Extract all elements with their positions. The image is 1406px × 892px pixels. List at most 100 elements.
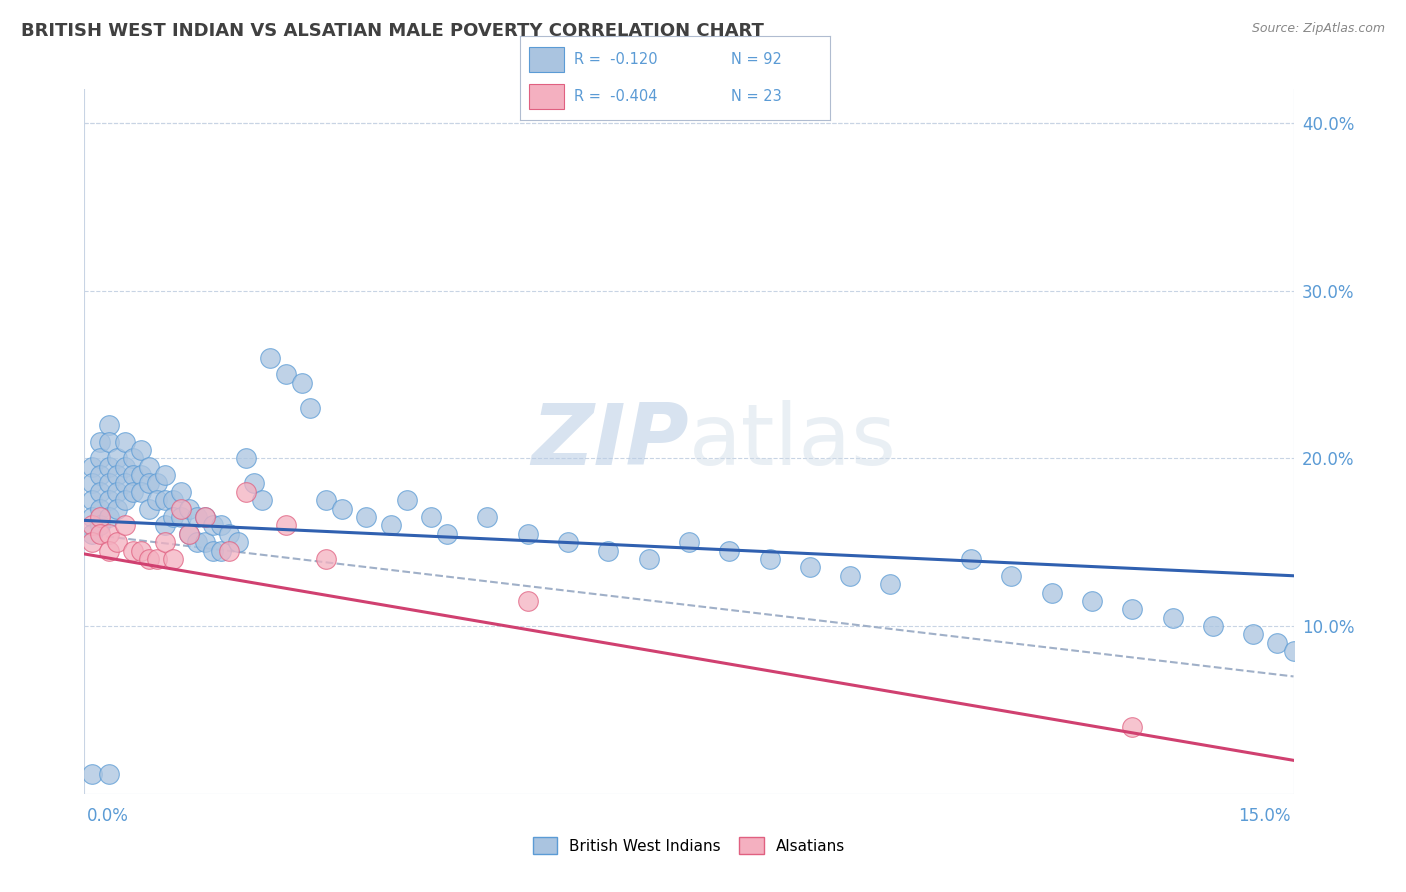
Point (235, 451, 257, 466)
Point (89, 526, 111, 541)
Point (114, 493, 136, 508)
Point (1241, 627, 1264, 641)
Text: R =  -0.404: R = -0.404 (575, 89, 658, 104)
Point (82, 518, 104, 533)
Point (105, 451, 128, 466)
Point (105, 501, 128, 516)
Point (153, 493, 176, 508)
Point (879, 577, 901, 591)
Point (718, 543, 741, 558)
Point (477, 510, 499, 524)
Point (186, 510, 208, 524)
Point (274, 368, 297, 382)
Text: N = 23: N = 23 (731, 89, 782, 104)
Point (146, 552, 169, 566)
Point (380, 518, 402, 533)
Point (315, 552, 337, 566)
Point (153, 535, 176, 549)
Point (97, 526, 120, 541)
Point (209, 518, 232, 533)
Point (1121, 602, 1143, 616)
Bar (530, 46, 564, 72)
Point (114, 434, 136, 449)
Point (242, 476, 264, 491)
Text: ZIP: ZIP (531, 400, 689, 483)
Point (121, 543, 143, 558)
Point (179, 501, 201, 516)
Point (395, 493, 418, 508)
Point (162, 510, 184, 524)
Point (235, 484, 257, 499)
Point (89, 434, 111, 449)
Point (291, 376, 314, 390)
Legend: British West Indians, Alsatians: British West Indians, Alsatians (527, 831, 851, 860)
Point (114, 518, 136, 533)
Point (89, 518, 111, 533)
Point (114, 459, 136, 474)
Point (194, 510, 217, 524)
Text: N = 92: N = 92 (731, 52, 782, 67)
Point (82, 535, 104, 549)
Point (170, 501, 193, 516)
Point (218, 543, 240, 558)
Point (1000, 568, 1022, 582)
Point (82, 526, 104, 541)
Point (250, 493, 273, 508)
Point (153, 518, 176, 533)
Point (1081, 594, 1104, 608)
Point (420, 510, 443, 524)
Point (1121, 720, 1143, 734)
Point (82, 459, 104, 474)
Point (138, 459, 160, 474)
Point (516, 594, 538, 608)
Point (436, 526, 458, 541)
Point (138, 476, 160, 491)
Point (121, 468, 143, 483)
Point (97, 766, 120, 780)
Point (557, 535, 579, 549)
Point (330, 501, 353, 516)
Point (138, 552, 160, 566)
Point (153, 468, 176, 483)
Point (129, 484, 152, 499)
Point (89, 451, 111, 466)
Point (209, 543, 232, 558)
Point (799, 560, 821, 574)
Point (129, 442, 152, 457)
Point (89, 468, 111, 483)
Point (1161, 611, 1184, 625)
Point (97, 510, 120, 524)
Text: BRITISH WEST INDIAN VS ALSATIAN MALE POVERTY CORRELATION CHART: BRITISH WEST INDIAN VS ALSATIAN MALE POV… (21, 22, 763, 40)
Text: 0.0%: 0.0% (87, 807, 129, 825)
Point (179, 526, 201, 541)
Point (97, 434, 120, 449)
Point (97, 493, 120, 508)
Text: R =  -0.120: R = -0.120 (575, 52, 658, 67)
Point (97, 543, 120, 558)
Text: atlas: atlas (689, 400, 897, 483)
Point (121, 451, 143, 466)
Point (202, 518, 225, 533)
Point (170, 484, 193, 499)
Point (194, 535, 217, 549)
Point (356, 510, 378, 524)
Point (758, 552, 780, 566)
Point (170, 510, 193, 524)
Point (82, 476, 104, 491)
Point (194, 510, 217, 524)
Point (129, 468, 152, 483)
Point (259, 351, 281, 365)
Point (960, 552, 983, 566)
Point (82, 766, 104, 780)
Point (186, 535, 208, 549)
Point (299, 401, 322, 415)
Point (114, 476, 136, 491)
Point (89, 510, 111, 524)
Point (97, 459, 120, 474)
Point (1282, 644, 1305, 658)
Point (1040, 585, 1063, 599)
Point (162, 552, 184, 566)
Point (82, 493, 104, 508)
Point (839, 568, 862, 582)
Point (138, 501, 160, 516)
